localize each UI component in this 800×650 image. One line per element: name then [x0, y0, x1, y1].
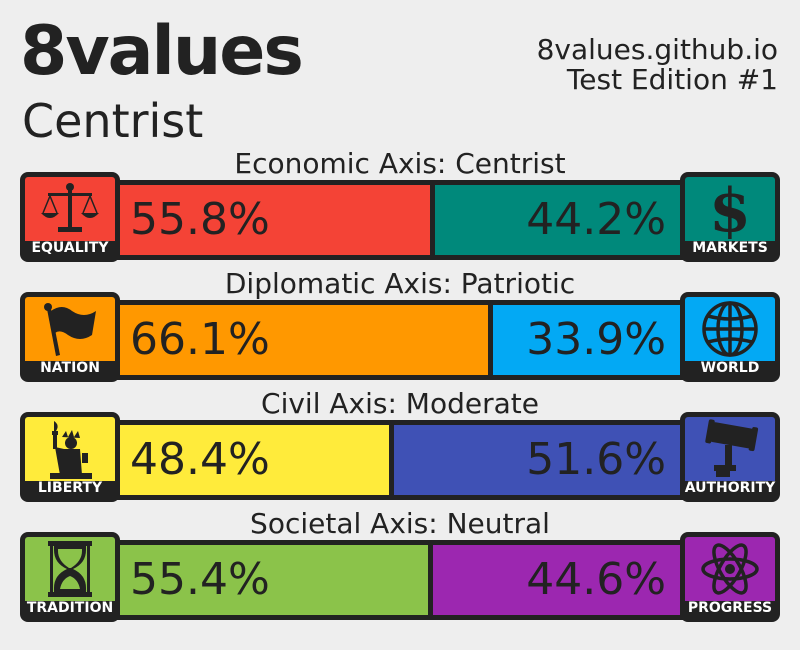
value-label-markets: 44.2% — [526, 194, 666, 245]
value-label-progress: 44.6% — [526, 554, 666, 605]
axis-label-economic: Economic Axis: Centrist — [234, 147, 566, 180]
ideology-label: Centrist — [22, 94, 204, 148]
edition-label: Test Edition #1 — [566, 63, 778, 96]
globe-icon — [702, 301, 758, 357]
icon-box-markets: $ MARKETS — [680, 172, 780, 262]
results-title: 8values — [20, 12, 304, 91]
icon-fill-authority — [685, 417, 775, 481]
bar-segment-equality: 55.8% — [120, 185, 430, 255]
icon-box-world: WORLD — [680, 292, 780, 382]
axis-label-diplomatic: Diplomatic Axis: Patriotic — [224, 267, 576, 300]
bar-segment-markets: 44.2% — [435, 185, 680, 255]
bar-frame-societal: 55.4% 44.6% — [115, 540, 685, 620]
value-label-world: 33.9% — [526, 314, 666, 365]
statue-of-liberty-icon — [50, 421, 92, 479]
icon-label-progress: PROGRESS — [687, 600, 773, 616]
icon-label-markets: MARKETS — [692, 240, 768, 256]
icon-fill-nation — [25, 297, 115, 361]
icon-label-authority: AUTHORITY — [684, 480, 776, 496]
bar-segment-world: 33.9% — [493, 305, 680, 375]
hourglass-icon — [48, 541, 92, 597]
bar-frame-economic: 55.8% 44.2% — [115, 180, 685, 260]
icon-fill-equality — [25, 177, 115, 241]
icon-box-tradition: TRADITION — [20, 532, 120, 622]
gavel-icon — [705, 419, 759, 477]
bar-segment-tradition: 55.4% — [120, 545, 428, 615]
value-label-liberty: 48.4% — [130, 434, 270, 485]
dollar-icon: $ — [709, 179, 751, 239]
icon-box-equality: EQUALITY — [20, 172, 120, 262]
scales-icon — [41, 183, 99, 232]
icon-box-authority: AUTHORITY — [680, 412, 780, 502]
bar-frame-diplomatic: 66.1% 33.9% — [115, 300, 685, 380]
icon-label-liberty: LIBERTY — [37, 480, 103, 496]
icon-fill-tradition — [25, 537, 115, 601]
icon-label-nation: NATION — [40, 360, 100, 376]
bar-segment-authority: 51.6% — [394, 425, 680, 495]
value-label-authority: 51.6% — [526, 434, 666, 485]
icon-box-nation: NATION — [20, 292, 120, 382]
icon-fill-progress — [685, 537, 775, 601]
bar-segment-liberty: 48.4% — [120, 425, 389, 495]
icon-box-progress: PROGRESS — [680, 532, 780, 622]
atom-icon — [701, 543, 759, 595]
svg-text:$: $ — [709, 179, 751, 239]
flag-icon — [44, 303, 96, 356]
icon-box-liberty: LIBERTY — [20, 412, 120, 502]
axis-label-societal: Societal Axis: Neutral — [250, 507, 550, 540]
bar-segment-progress: 44.6% — [433, 545, 680, 615]
icon-label-world: WORLD — [700, 360, 760, 376]
axis-label-civil: Civil Axis: Moderate — [261, 387, 539, 420]
icon-label-tradition: TRADITION — [26, 600, 114, 616]
value-label-nation: 66.1% — [130, 314, 270, 365]
value-label-tradition: 55.4% — [130, 554, 270, 605]
value-label-equality: 55.8% — [130, 194, 270, 245]
bar-frame-civil: 48.4% 51.6% — [115, 420, 685, 500]
icon-fill-liberty — [25, 417, 115, 481]
icon-fill-markets: $ — [685, 177, 775, 241]
bar-segment-nation: 66.1% — [120, 305, 488, 375]
icon-fill-world — [685, 297, 775, 361]
icon-label-equality: EQUALITY — [31, 240, 109, 256]
site-url[interactable]: 8values.github.io — [536, 33, 778, 66]
